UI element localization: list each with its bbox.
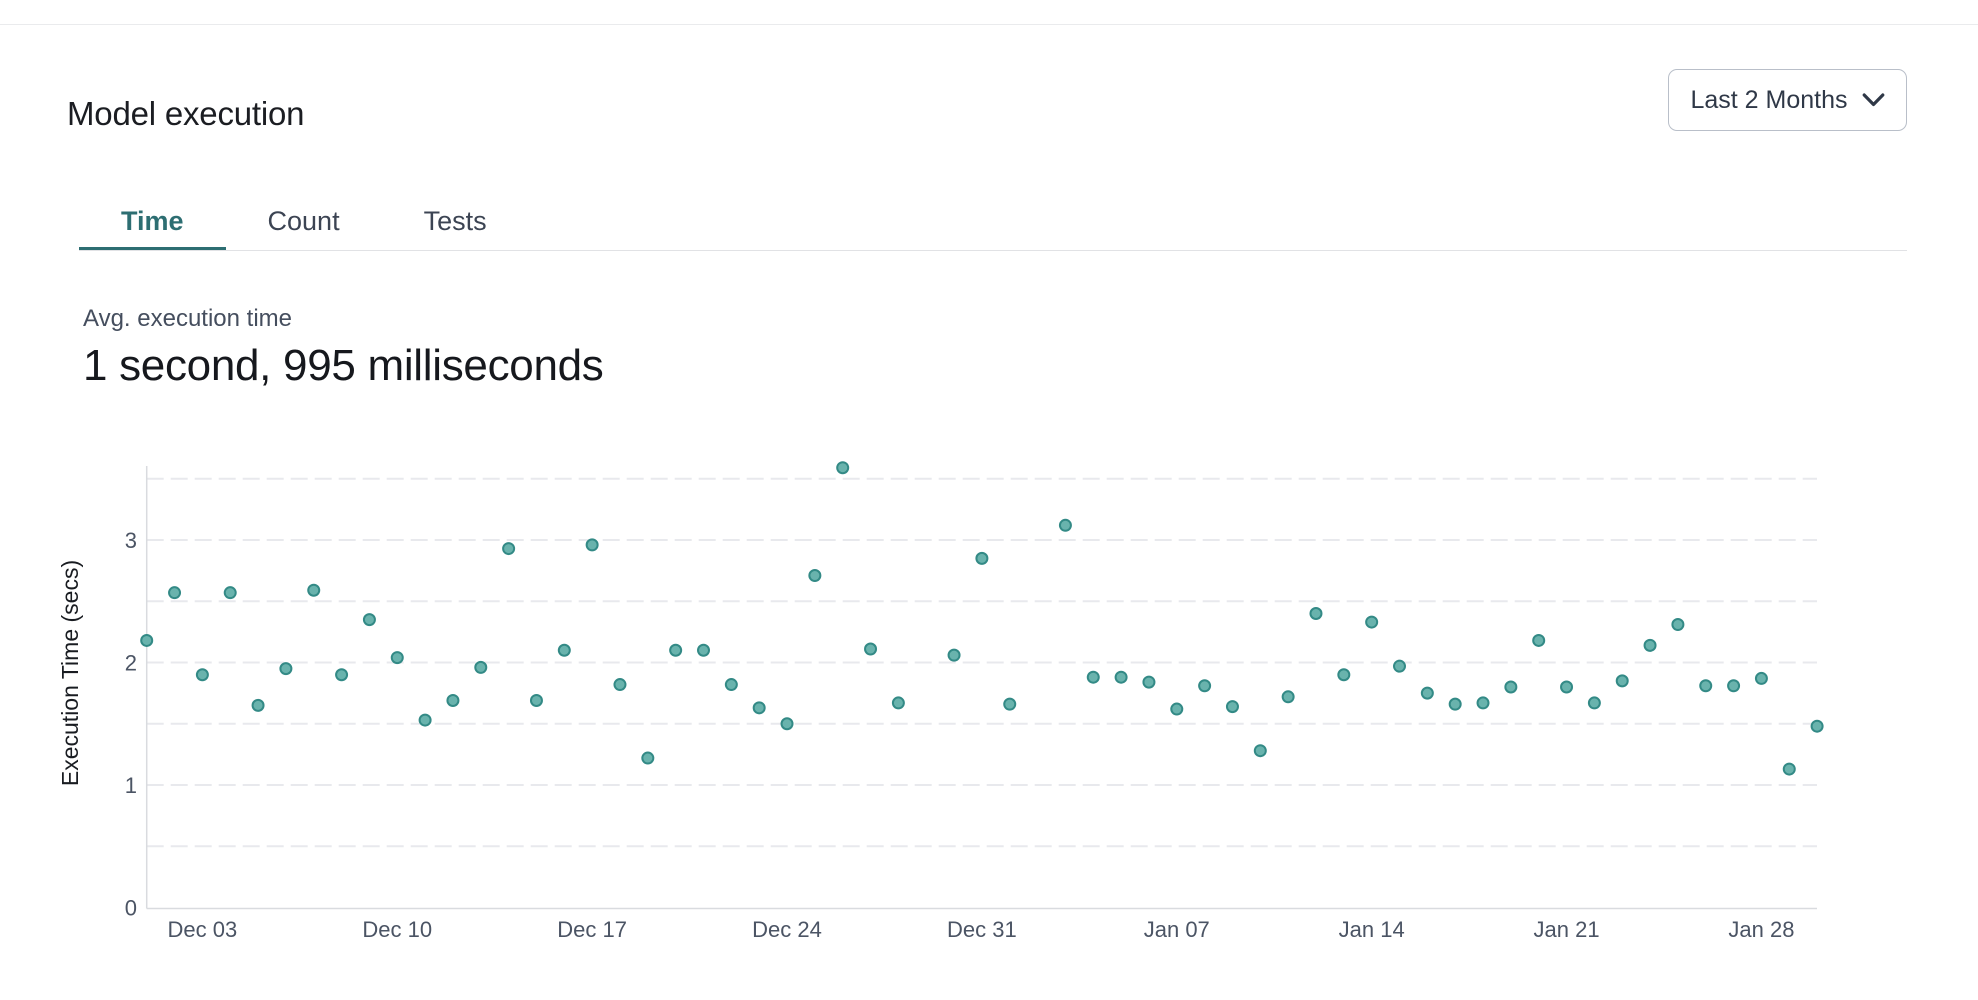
page-title: Model execution xyxy=(67,95,305,133)
data-point xyxy=(168,586,182,600)
data-point xyxy=(1532,633,1546,647)
svg-text:Dec 10: Dec 10 xyxy=(362,917,432,942)
data-point xyxy=(1671,618,1685,632)
data-point xyxy=(474,660,488,674)
data-point xyxy=(195,668,209,682)
svg-text:Jan 14: Jan 14 xyxy=(1339,917,1405,942)
data-point xyxy=(1225,700,1239,714)
data-point xyxy=(362,613,376,627)
svg-text:Jan 21: Jan 21 xyxy=(1534,917,1600,942)
data-point xyxy=(585,538,599,552)
data-point xyxy=(502,542,516,556)
chevron-down-icon xyxy=(1862,93,1885,107)
data-point xyxy=(446,693,460,707)
data-point xyxy=(307,583,321,597)
svg-text:1: 1 xyxy=(125,773,137,798)
data-point xyxy=(1615,674,1629,688)
time-range-dropdown[interactable]: Last 2 Months xyxy=(1668,69,1907,131)
time-range-dropdown-label: Last 2 Months xyxy=(1690,85,1848,114)
tab-tests[interactable]: Tests xyxy=(423,205,487,236)
data-point xyxy=(1198,679,1212,693)
data-point xyxy=(864,642,878,656)
data-point xyxy=(1365,615,1379,629)
data-point xyxy=(947,648,961,662)
data-point xyxy=(724,678,738,692)
data-point xyxy=(641,751,655,765)
data-point xyxy=(669,643,683,657)
page-top-divider xyxy=(0,24,1978,25)
svg-text:0: 0 xyxy=(125,896,137,921)
data-point xyxy=(279,662,293,676)
svg-text:Dec 03: Dec 03 xyxy=(168,917,238,942)
data-point xyxy=(808,569,822,583)
data-point xyxy=(223,586,237,600)
svg-text:Jan 28: Jan 28 xyxy=(1728,917,1794,942)
data-point xyxy=(1003,697,1017,711)
data-point xyxy=(418,713,432,727)
data-point xyxy=(1393,659,1406,673)
svg-text:3: 3 xyxy=(125,528,137,553)
data-point xyxy=(1448,697,1462,711)
data-point xyxy=(1281,690,1295,704)
data-point xyxy=(1699,679,1713,693)
svg-text:Dec 31: Dec 31 xyxy=(947,917,1017,942)
data-point xyxy=(1810,719,1824,733)
data-point xyxy=(613,678,627,692)
data-point xyxy=(1420,686,1434,700)
data-point xyxy=(1727,679,1741,693)
data-point xyxy=(1142,675,1156,689)
data-point xyxy=(335,668,349,682)
data-point xyxy=(1504,680,1518,694)
data-point xyxy=(1587,696,1601,710)
data-point xyxy=(390,651,404,665)
data-point xyxy=(1476,696,1490,710)
data-point xyxy=(836,461,850,475)
data-point xyxy=(1782,762,1796,776)
svg-text:Dec 17: Dec 17 xyxy=(557,917,627,942)
stat-value: 1 second, 995 milliseconds xyxy=(83,341,604,390)
data-point xyxy=(1643,638,1657,652)
data-point xyxy=(1253,744,1267,758)
data-point xyxy=(1560,680,1574,694)
data-point xyxy=(1170,702,1184,716)
data-point xyxy=(697,643,710,657)
data-point xyxy=(975,551,989,565)
data-point xyxy=(1058,518,1072,532)
svg-text:Execution Time (secs): Execution Time (secs) xyxy=(57,560,83,786)
svg-text:Jan 07: Jan 07 xyxy=(1144,917,1210,942)
data-point xyxy=(1754,671,1768,685)
tab-count[interactable]: Count xyxy=(267,205,340,236)
data-point xyxy=(529,693,543,707)
data-point xyxy=(557,643,571,657)
data-point xyxy=(251,698,265,712)
data-point xyxy=(752,701,766,715)
data-point xyxy=(780,717,794,731)
data-point xyxy=(1086,670,1100,684)
chart-tabs: Time Count Tests xyxy=(79,192,1907,251)
stat-label: Avg. execution time xyxy=(83,305,293,332)
svg-text:Dec 24: Dec 24 xyxy=(752,917,822,942)
data-point xyxy=(1337,668,1351,682)
data-point xyxy=(1309,607,1323,620)
data-point xyxy=(891,696,905,710)
tab-time[interactable]: Time xyxy=(79,192,226,250)
data-point xyxy=(140,633,154,647)
data-point xyxy=(1114,670,1128,684)
svg-text:2: 2 xyxy=(125,651,137,676)
